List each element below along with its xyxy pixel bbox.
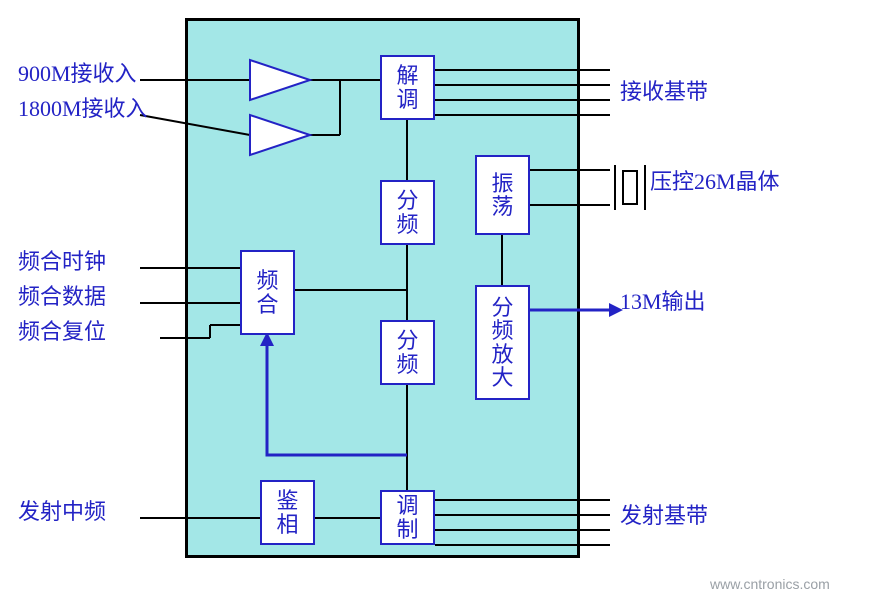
block-osc: 振荡: [475, 155, 530, 235]
block-synth-label: 频合: [256, 269, 278, 315]
block-mod: 调制: [380, 490, 435, 545]
label-synrst: 频合复位: [18, 314, 106, 346]
block-div2: 分频: [380, 320, 435, 385]
label-txbb: 发射基带: [620, 498, 708, 530]
label-xtal: 压控26M晶体: [650, 164, 780, 196]
label-syndata: 频合数据: [18, 279, 106, 311]
amplifier-1: [250, 60, 310, 100]
block-phase-label: 鉴相: [276, 489, 298, 535]
block-divamp: 分频放大: [475, 285, 530, 400]
label-rx1800: 1800M接收入: [18, 91, 148, 123]
block-phase: 鉴相: [260, 480, 315, 545]
label-out13m: 13M输出: [620, 284, 706, 316]
watermark: www.cntronics.com: [710, 576, 830, 592]
block-div1-label: 分频: [396, 189, 418, 235]
block-demod: 解调: [380, 55, 435, 120]
block-div1: 分频: [380, 180, 435, 245]
label-rxbb: 接收基带: [620, 74, 708, 106]
block-divamp-label: 分频放大: [491, 296, 513, 388]
block-demod-label: 解调: [396, 64, 418, 110]
block-osc-label: 振荡: [491, 172, 513, 218]
label-synclk: 频合时钟: [18, 244, 106, 276]
block-div2-label: 分频: [396, 329, 418, 375]
block-synth: 频合: [240, 250, 295, 335]
label-txif: 发射中频: [18, 494, 106, 526]
label-rx900: 900M接收入: [18, 56, 137, 88]
block-mod-label: 调制: [396, 494, 418, 540]
amplifier-2: [250, 115, 310, 155]
diagram-lines: [0, 0, 888, 600]
